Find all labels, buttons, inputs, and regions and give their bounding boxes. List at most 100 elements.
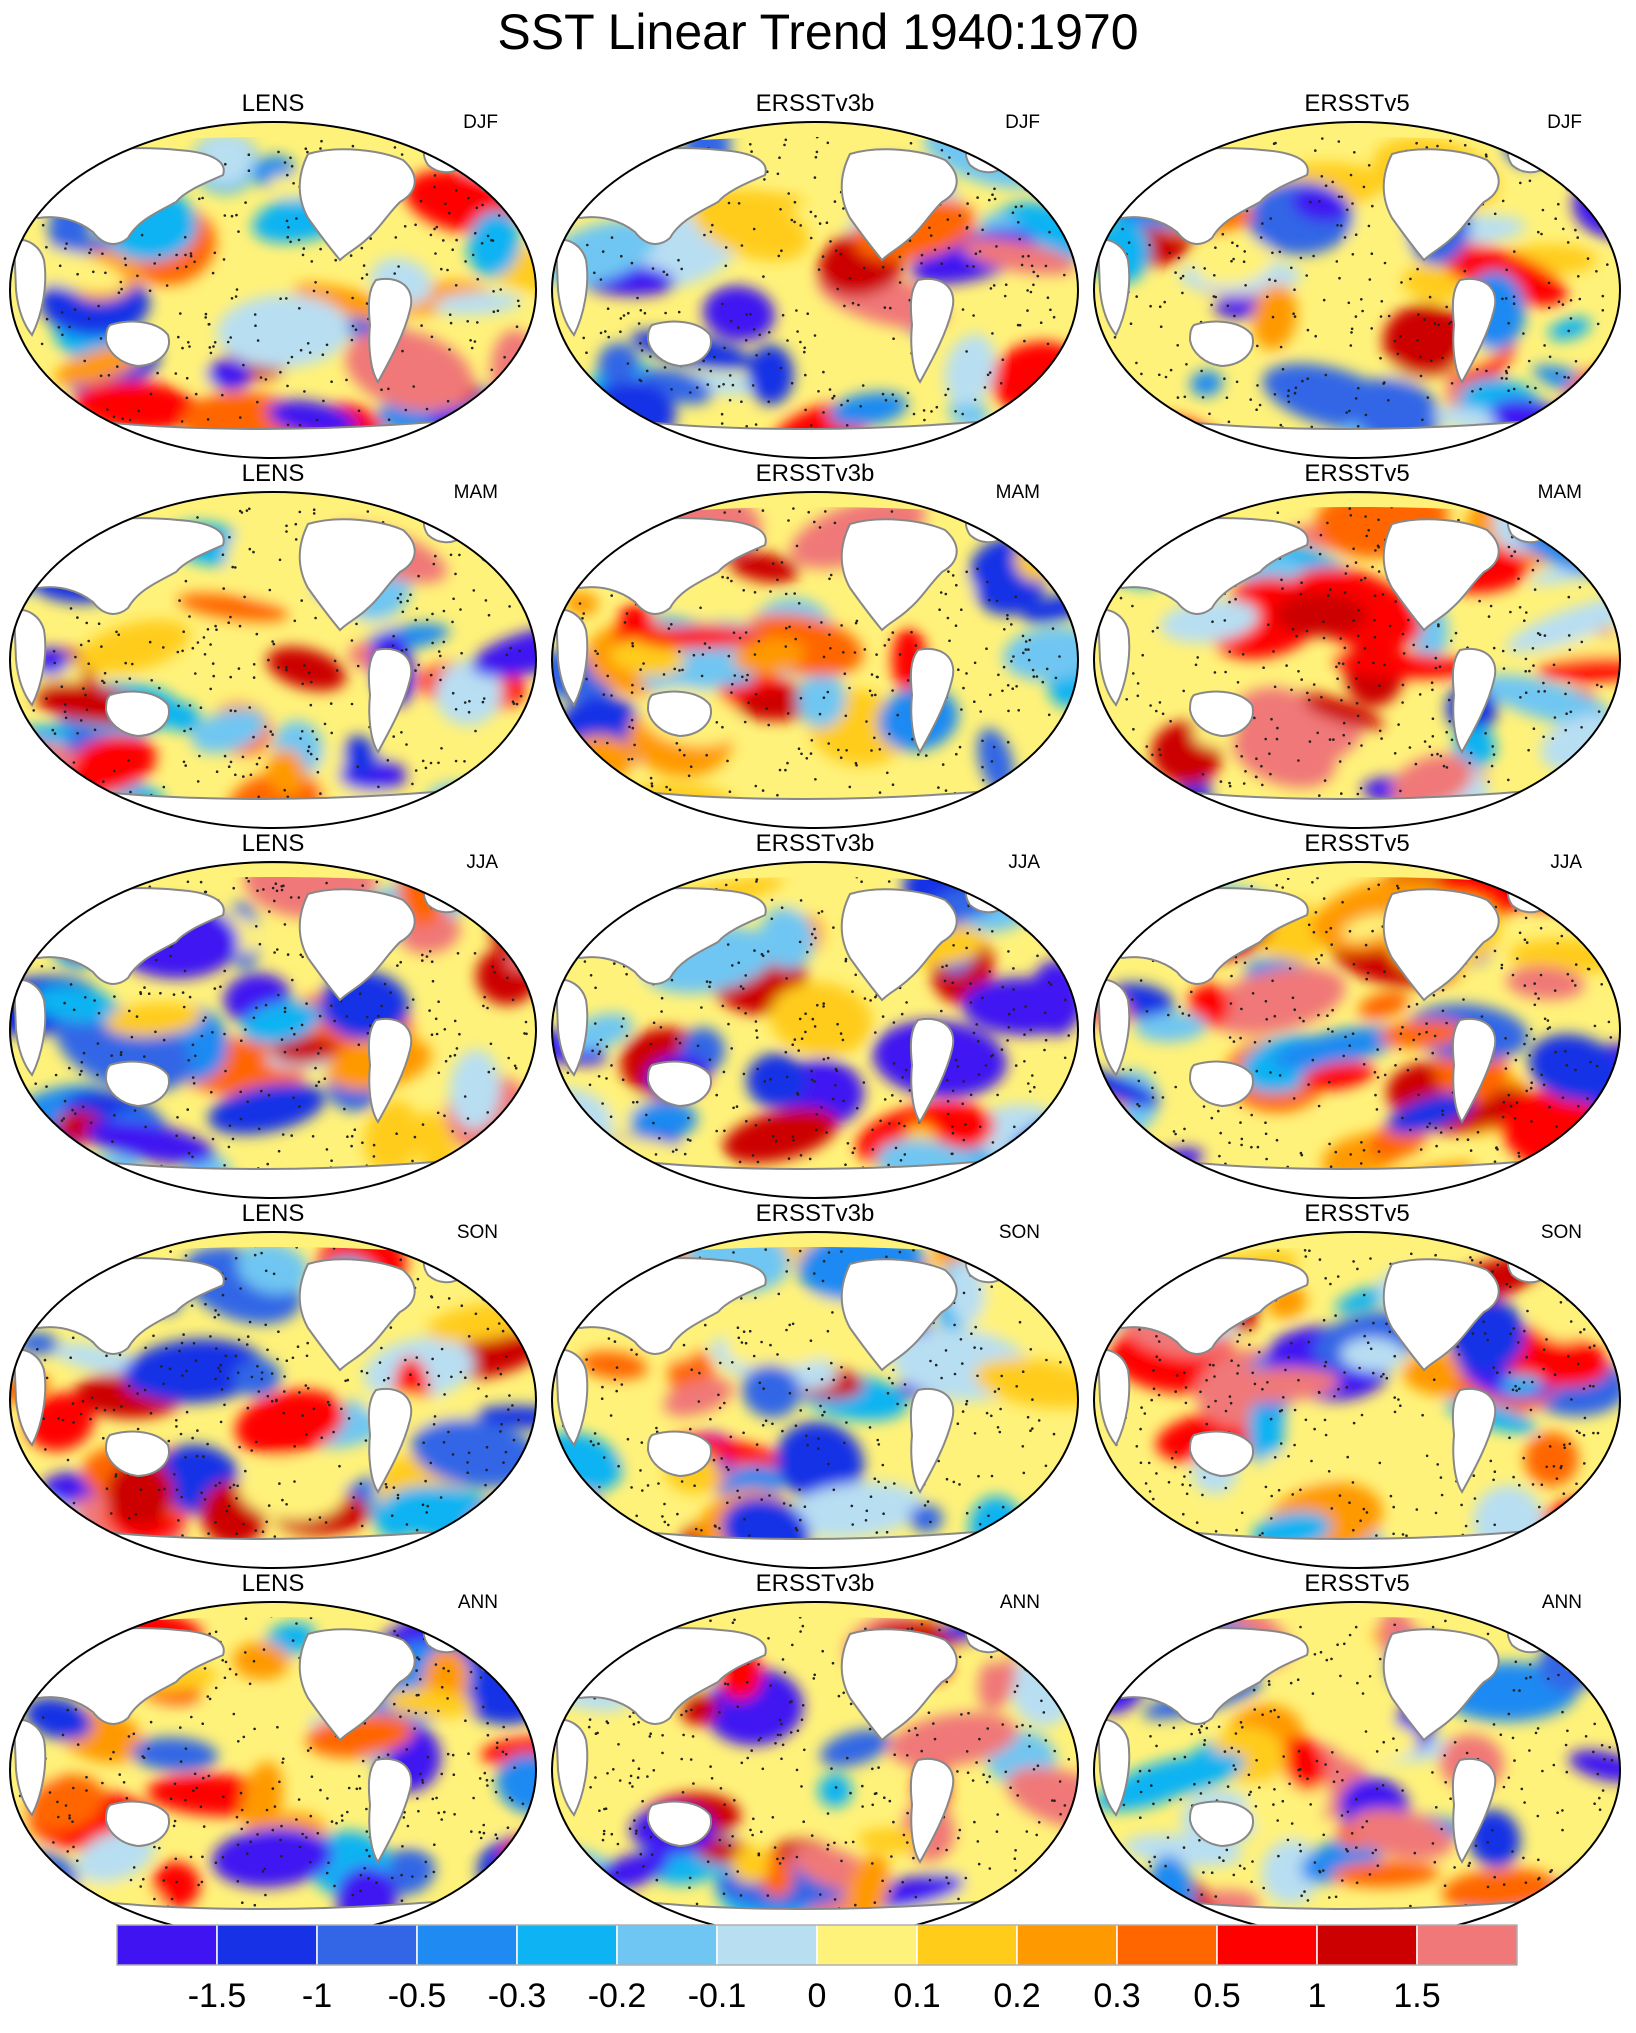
map-outline [1093, 1231, 1621, 1569]
arctic-ocean-band [700, 493, 930, 510]
australia-landmass [1188, 1430, 1254, 1478]
south-america-landmass [367, 1387, 413, 1494]
colorbar-tick-label: 0.5 [1193, 1977, 1241, 2015]
australia-landmass [104, 690, 170, 738]
season-label: MAM [995, 482, 1040, 503]
australia-landmass [646, 320, 712, 368]
south-america-landmass [909, 1017, 955, 1124]
season-label: SON [1540, 1222, 1582, 1243]
north-america-landmass [298, 518, 416, 632]
africa-landmass [1096, 1718, 1131, 1817]
australia-landmass [646, 1430, 712, 1478]
map-outline [551, 1231, 1079, 1569]
panel-title: ERSSTv3b [755, 90, 875, 117]
sst-map [1093, 121, 1621, 459]
arctic-ocean-band [700, 1603, 930, 1620]
colorbar-swatch [116, 1924, 218, 1966]
north-america-landmass [840, 888, 958, 1002]
panel-title: LENS [241, 1200, 305, 1227]
north-america-landmass [298, 148, 416, 262]
arctic-ocean-band [158, 1603, 388, 1620]
map-outline [551, 491, 1079, 829]
map-outline [9, 861, 537, 1199]
south-america-landmass [367, 1017, 413, 1124]
map-panel-ersstv3b-ann: ERSSTv3b ANN [550, 1570, 1080, 1940]
south-america-landmass [1451, 647, 1497, 754]
map-outline [9, 491, 537, 829]
arctic-ocean-band [700, 863, 930, 880]
africa-landmass [554, 238, 589, 337]
arctic-ocean-band [1242, 863, 1472, 880]
colorbar-tick-label: -1 [301, 1977, 333, 2015]
colorbar-tick-label: -0.5 [387, 1977, 447, 2015]
south-america-landmass [909, 1757, 955, 1864]
sst-map [1093, 861, 1621, 1199]
season-label: MAM [453, 482, 498, 503]
colorbar-tick-label: -0.2 [587, 1977, 647, 2015]
south-america-landmass [367, 647, 413, 754]
map-panel-lens-djf: LENS DJF [8, 90, 538, 460]
sst-map [1093, 491, 1621, 829]
africa-landmass [12, 1348, 47, 1447]
map-panel-ersstv5-jja: ERSSTv5 JJA [1092, 830, 1622, 1200]
colorbar-swatch [616, 1924, 718, 1966]
africa-landmass [554, 608, 589, 707]
colorbar-swatch [1416, 1924, 1518, 1966]
map-panel-ersstv5-mam: ERSSTv5 MAM [1092, 460, 1622, 830]
arctic-ocean-band [158, 1233, 388, 1250]
season-label: JJA [1550, 852, 1582, 873]
map-panel-ersstv5-djf: ERSSTv5 DJF [1092, 90, 1622, 460]
map-panel-ersstv3b-son: ERSSTv3b SON [550, 1200, 1080, 1570]
map-outline [551, 121, 1079, 459]
south-america-landmass [909, 647, 955, 754]
north-america-landmass [1382, 1258, 1500, 1372]
map-panel-lens-son: LENS SON [8, 1200, 538, 1570]
africa-landmass [12, 608, 47, 707]
australia-landmass [104, 1060, 170, 1108]
south-america-landmass [367, 277, 413, 384]
panel-title: ERSSTv3b [755, 1570, 875, 1597]
map-outline [551, 861, 1079, 1199]
south-america-landmass [1451, 1387, 1497, 1494]
season-label: ANN [999, 1592, 1040, 1613]
colorbar-tick-label: -0.3 [487, 1977, 547, 2015]
africa-landmass [1096, 978, 1131, 1077]
colorbar-swatch [816, 1924, 918, 1966]
map-outline [9, 1231, 537, 1569]
north-america-landmass [840, 1628, 958, 1742]
page-title: SST Linear Trend 1940:1970 [497, 4, 1139, 60]
africa-landmass [554, 978, 589, 1077]
sst-map [551, 491, 1079, 829]
arctic-ocean-band [158, 863, 388, 880]
map-panel-lens-mam: LENS MAM [8, 460, 538, 830]
map-outline [1093, 861, 1621, 1199]
sst-map [9, 861, 537, 1199]
arctic-ocean-band [1242, 1233, 1472, 1250]
colorbar-tick-label: 0.2 [993, 1977, 1041, 2015]
sst-map [551, 861, 1079, 1199]
australia-landmass [1188, 1060, 1254, 1108]
panel-title: ERSSTv5 [1304, 90, 1410, 117]
season-label: DJF [463, 112, 498, 133]
colorbar-frame [116, 1924, 1518, 1966]
australia-landmass [646, 1800, 712, 1848]
map-outline [1093, 121, 1621, 459]
colorbar-swatch [1016, 1924, 1118, 1966]
australia-landmass [104, 320, 170, 368]
season-label: ANN [1541, 1592, 1582, 1613]
australia-landmass [1188, 1800, 1254, 1848]
panel-title: LENS [241, 460, 305, 487]
sst-map [9, 1231, 537, 1569]
south-america-landmass [1451, 1017, 1497, 1124]
colorbar-tick-label: -1.5 [187, 1977, 247, 2015]
colorbar-tick-label: 0.3 [1093, 1977, 1141, 2015]
panel-title: ERSSTv5 [1304, 460, 1410, 487]
colorbar-swatch [1116, 1924, 1218, 1966]
significance-stippling [559, 495, 1061, 819]
australia-landmass [1188, 320, 1254, 368]
north-america-landmass [1382, 148, 1500, 262]
panel-title: ERSSTv5 [1304, 830, 1410, 857]
north-america-landmass [298, 1258, 416, 1372]
colorbar-swatch [716, 1924, 818, 1966]
africa-landmass [1096, 238, 1131, 337]
